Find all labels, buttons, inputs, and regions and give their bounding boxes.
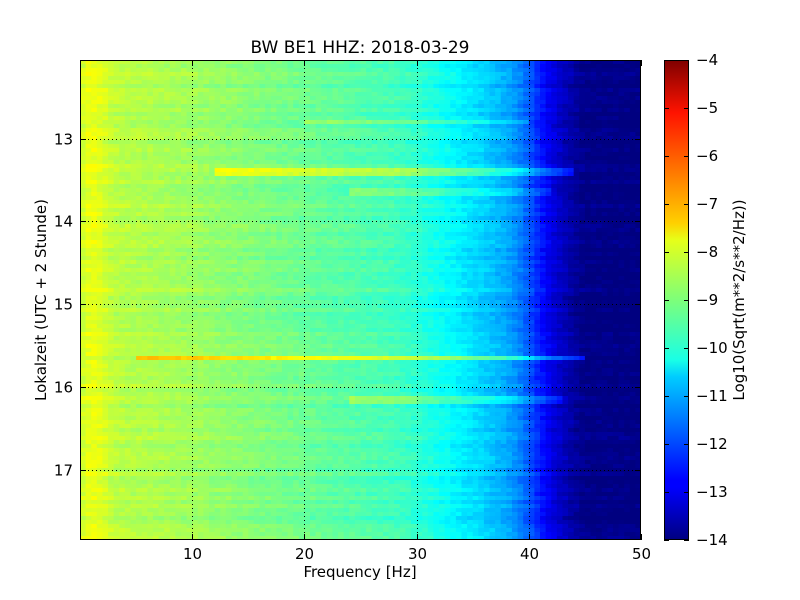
x-tick-label: 20 [295,545,314,563]
heatmap-cells [80,60,641,540]
x-tick-label: 30 [408,545,427,563]
colorbar-tick-label: −5 [696,99,718,117]
y-axis-label: Lokalzeit (UTC + 2 Stunde) [32,199,50,401]
y-tick-label: 17 [54,462,73,480]
colorbar-tick-label: −6 [696,147,718,165]
x-tick-label: 50 [632,545,651,563]
colorbar-tick-label: −14 [696,531,728,549]
colorbar: −4 −5 −6 −7 −8 −9 −10 −11 −12 −13 −14 Log10(Sqrt(m… [664,51,748,549]
x-axis-ticks: 10 20 30 40 50 [183,60,651,563]
colorbar-tick-label: −4 [696,51,718,69]
colorbar-ticks: −4 −5 −6 −7 −8 −9 −10 −11 −12 −13 −14 [664,51,728,549]
plot-frame [80,60,641,540]
colorbar-tick-label: −8 [696,243,718,261]
plot-area: 10 20 30 40 50 13 14 15 16 17 [54,60,651,563]
grid-lines [80,60,641,540]
x-axis-label: Frequency [Hz] [303,563,416,581]
colorbar-tick-label: −13 [696,483,728,501]
colorbar-tick-label: −9 [696,291,718,309]
colorbar-tick-label: −7 [696,195,718,213]
y-tick-label: 15 [54,296,73,314]
y-tick-label: 13 [54,131,73,149]
y-tick-label: 16 [54,379,73,397]
colorbar-tick-label: −10 [696,339,728,357]
y-tick-label: 14 [54,213,73,231]
colorbar-tick-label: −11 [696,387,728,405]
colorbar-tick-label: −12 [696,435,728,453]
colorbar-label: Log10(Sqrt(m**2/s**2/Hz)) [730,199,748,400]
y-axis-ticks: 13 14 15 16 17 [54,131,641,480]
x-tick-label: 40 [520,545,539,563]
x-tick-label: 10 [183,545,202,563]
chart-title: BW BE1 HHZ: 2018-03-29 [250,38,469,58]
